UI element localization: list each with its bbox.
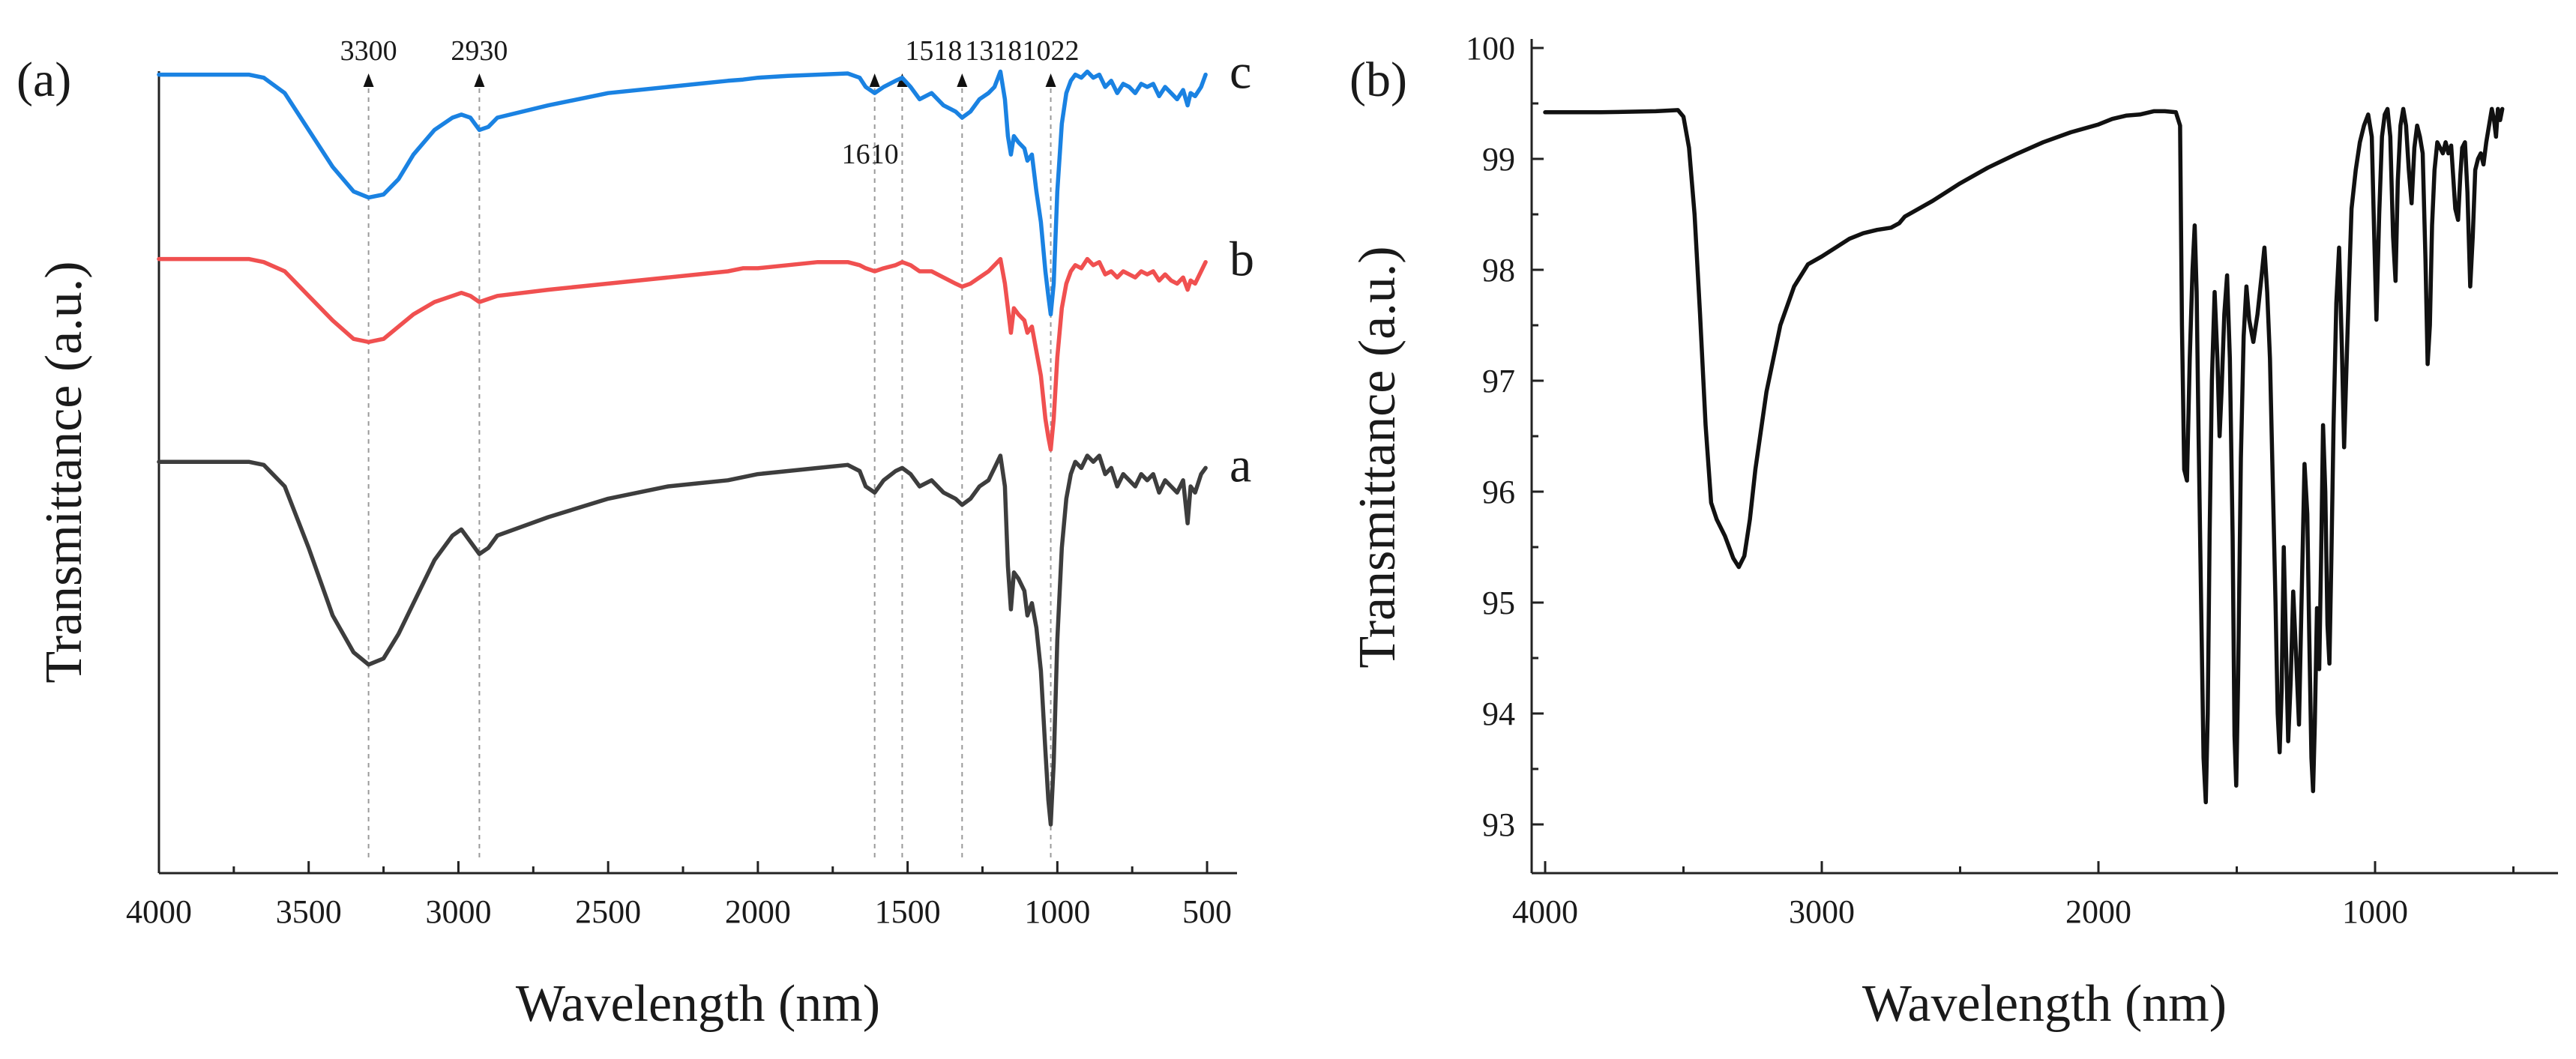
y-tick-label: 95 [1482, 585, 1515, 621]
x-axis-title-a: Wavelength (nm) [516, 975, 880, 1033]
peak-arrow-icon [474, 73, 485, 87]
x-tick-label: 2500 [575, 893, 641, 930]
x-tick-label: 4000 [1512, 893, 1578, 930]
y-tick-label: 94 [1482, 696, 1515, 732]
x-tick-label: 4000 [126, 893, 192, 930]
peak-label: 1022 [1023, 35, 1080, 67]
peak-label: 3300 [340, 35, 397, 67]
x-axis-title-b: Wavelength (nm) [1862, 975, 2227, 1033]
series-line-c [157, 69, 1208, 317]
panel-a-spectra: 4000 3500 3000 2500 2000 1500 1000 500 3300 2930 1… [16, 35, 1254, 1033]
x-tick-label: 2000 [725, 893, 791, 930]
panel-label-b: (b) [1349, 52, 1407, 107]
peak-label: 1518 [905, 35, 962, 67]
series-label-a: a [1230, 438, 1251, 492]
y-tick-label: 98 [1482, 252, 1515, 289]
x-tick-label: 1500 [875, 893, 941, 930]
y-tick-label: 99 [1482, 141, 1515, 178]
series-line-a [157, 453, 1208, 827]
x-tick-label: 3000 [425, 893, 491, 930]
x-tick-label: 1000 [2342, 893, 2408, 930]
y-tick-label: 96 [1482, 474, 1515, 510]
x-tick-label: 1000 [1024, 893, 1090, 930]
panel-label-a: (a) [16, 52, 71, 107]
peak-arrow-icon [1045, 73, 1056, 87]
x-tick-label: 2000 [2065, 893, 2131, 930]
y-tick-label: 93 [1482, 806, 1515, 843]
series-label-b: b [1230, 232, 1254, 287]
series-line-b [157, 256, 1208, 452]
peak-arrow-icon [363, 73, 374, 87]
peak-label: 1610 [842, 139, 899, 170]
panel-b-spectrum: 93 94 95 96 97 98 99 100 4000 3000 2000 1000 (b) Wave… [1349, 30, 2558, 1033]
peak-arrow-icon [869, 73, 880, 87]
series-line-spectrum [1543, 106, 2505, 805]
peak-arrow-icon [957, 73, 968, 87]
x-tick-label: 3500 [276, 893, 342, 930]
x-tick-label: 3000 [1789, 893, 1855, 930]
peak-label: 1318 [965, 35, 1022, 67]
y-tick-label: 97 [1482, 363, 1515, 399]
peak-label: 2930 [451, 35, 508, 67]
y-axis-title-a: Transmittance (a.u.) [35, 261, 93, 683]
y-tick-label: 100 [1466, 30, 1515, 67]
x-tick-label: 500 [1182, 893, 1232, 930]
series-label-c: c [1230, 45, 1251, 100]
y-axis-title-b: Transmittance (a.u.) [1349, 246, 1406, 668]
